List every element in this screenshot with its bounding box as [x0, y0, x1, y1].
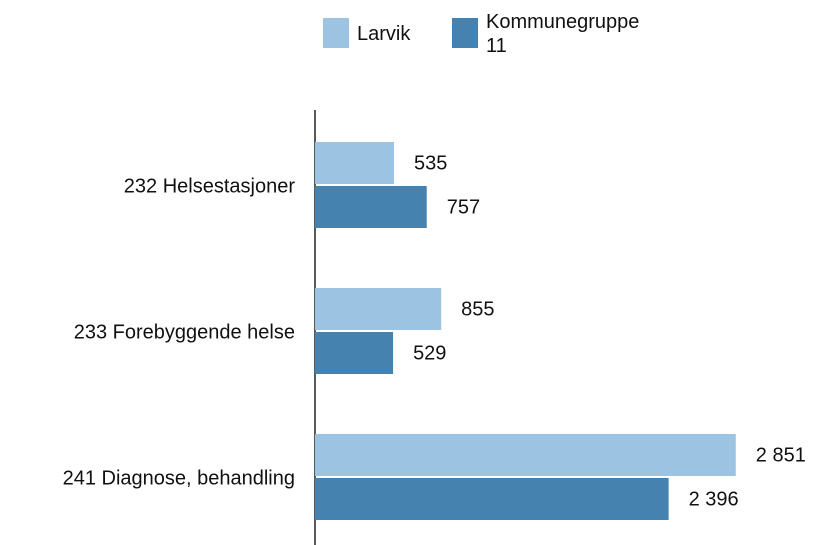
- legend-swatch: [452, 18, 478, 48]
- value-label: 855: [461, 298, 494, 320]
- bar: [315, 142, 394, 184]
- legend-item: Larvik: [323, 16, 447, 48]
- value-label: 2 396: [689, 488, 739, 510]
- value-label: 529: [413, 342, 446, 364]
- value-label: 535: [414, 152, 447, 174]
- value-label: 2 851: [756, 444, 806, 466]
- bar: [315, 332, 394, 374]
- legend-swatch: [323, 18, 349, 48]
- legend-label: Kommunegruppe 11: [486, 11, 640, 57]
- y-tick-label: 233 Forebyggende helse: [74, 321, 295, 343]
- bar: [315, 288, 442, 330]
- bar: [315, 434, 736, 476]
- bar: [315, 478, 669, 520]
- bar: [315, 186, 427, 228]
- legend-item: Kommunegruppe 11: [452, 10, 676, 58]
- legend-label: Larvik: [357, 23, 411, 45]
- y-tick-label: 241 Diagnose, behandling: [63, 467, 295, 489]
- value-label: 757: [447, 196, 480, 218]
- y-tick-label: 232 Helsestasjoner: [124, 175, 296, 197]
